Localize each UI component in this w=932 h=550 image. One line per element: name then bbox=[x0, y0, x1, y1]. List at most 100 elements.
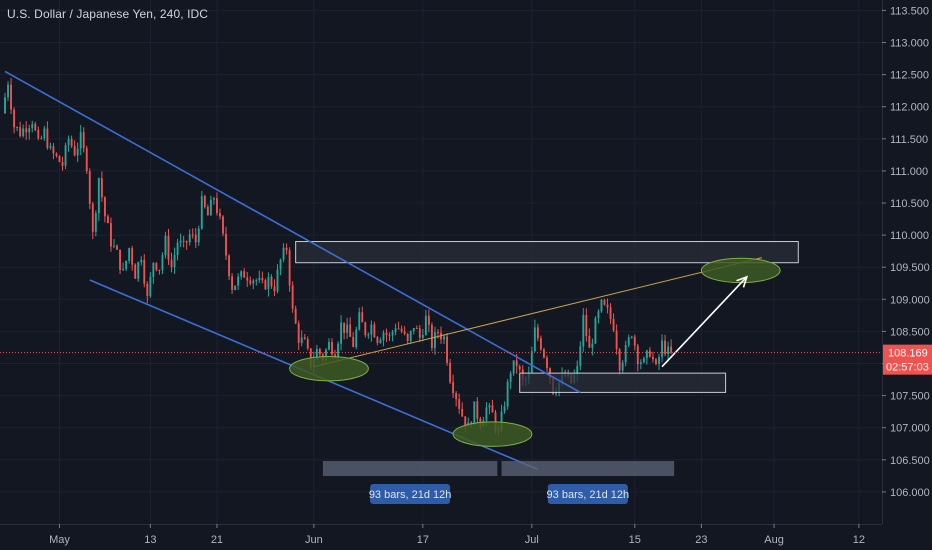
candle-body bbox=[415, 328, 418, 330]
candle bbox=[636, 343, 639, 372]
time-axis[interactable]: May 13 21 Jun 17 Jul 15 23 Aug 12 bbox=[0, 524, 932, 550]
candle-body bbox=[624, 344, 627, 363]
candle-body bbox=[49, 146, 52, 148]
candle-body bbox=[228, 255, 230, 277]
highlight-ellipse[interactable] bbox=[289, 355, 369, 382]
candle bbox=[64, 142, 67, 170]
date-range-label-bg bbox=[370, 484, 451, 504]
candle-body bbox=[76, 148, 79, 156]
candle-body bbox=[642, 358, 645, 363]
candle-body bbox=[243, 271, 246, 278]
candle bbox=[116, 244, 118, 250]
candle bbox=[167, 228, 170, 265]
price-axis-bg bbox=[882, 0, 932, 550]
rising-support-line[interactable] bbox=[313, 257, 763, 368]
candle-body bbox=[100, 178, 103, 198]
candle bbox=[652, 351, 654, 363]
candle-body bbox=[167, 235, 170, 260]
candle bbox=[164, 231, 167, 259]
candle-body bbox=[443, 336, 445, 340]
candle bbox=[22, 124, 25, 138]
price-tick-label: 110.000 bbox=[890, 230, 929, 242]
candle bbox=[400, 325, 403, 334]
candle-body bbox=[222, 216, 224, 234]
candle bbox=[506, 379, 509, 410]
candle bbox=[234, 285, 237, 291]
candle-body bbox=[113, 245, 115, 247]
candle-body bbox=[645, 350, 648, 359]
candle-body bbox=[506, 381, 509, 407]
candle bbox=[449, 358, 452, 384]
candle-body bbox=[452, 382, 455, 393]
candle bbox=[58, 155, 61, 163]
price-tick-label: 107.500 bbox=[890, 391, 930, 403]
price-axis[interactable]: 106.000106.500107.000107.500108.000108.5… bbox=[882, 0, 932, 550]
candle-body bbox=[161, 255, 164, 270]
candle bbox=[491, 399, 494, 413]
candle bbox=[343, 322, 346, 340]
candle-body bbox=[131, 248, 134, 265]
candle bbox=[385, 328, 388, 343]
candle bbox=[16, 126, 19, 132]
candle-body bbox=[315, 349, 318, 360]
candle bbox=[546, 355, 548, 372]
projection-arrow[interactable] bbox=[661, 275, 749, 368]
candle bbox=[627, 334, 630, 348]
candle-body bbox=[149, 276, 152, 296]
candle-body bbox=[125, 260, 128, 269]
candle bbox=[639, 359, 642, 370]
candle-body bbox=[355, 329, 358, 347]
candle bbox=[409, 330, 412, 345]
candle-body bbox=[594, 318, 597, 344]
candle-body bbox=[4, 97, 6, 114]
candle-body bbox=[588, 336, 591, 348]
candle bbox=[131, 245, 134, 271]
candle-body bbox=[476, 401, 479, 419]
date-range-2[interactable]: 93 bars, 21d 12h bbox=[501, 461, 675, 504]
candle bbox=[10, 77, 12, 114]
candle-body bbox=[73, 145, 76, 156]
candle-body bbox=[234, 285, 237, 290]
candle bbox=[122, 262, 125, 272]
candle-body bbox=[88, 171, 91, 204]
candle-body bbox=[491, 405, 494, 413]
candle bbox=[421, 328, 424, 342]
candle bbox=[488, 402, 491, 415]
candle-body bbox=[110, 223, 112, 247]
candle-body bbox=[261, 277, 264, 281]
candle bbox=[67, 135, 70, 152]
upper-trendline[interactable] bbox=[4, 70, 581, 394]
candle bbox=[113, 238, 115, 249]
date-range-1[interactable]: 93 bars, 21d 12h bbox=[322, 461, 498, 504]
resistance-zone[interactable] bbox=[295, 241, 799, 264]
time-axis-bg bbox=[0, 524, 932, 550]
candle bbox=[103, 196, 106, 223]
candle bbox=[603, 298, 606, 306]
price-tick-label: 109.000 bbox=[890, 294, 930, 306]
date-range-label-bg bbox=[547, 484, 628, 504]
candle bbox=[91, 201, 94, 240]
highlight-ellipse[interactable] bbox=[452, 421, 533, 447]
candle-body bbox=[119, 249, 121, 270]
candle-body bbox=[512, 360, 515, 374]
candle-body bbox=[539, 338, 542, 350]
candle bbox=[82, 127, 85, 153]
candle bbox=[461, 402, 464, 418]
candle bbox=[182, 235, 185, 248]
candle bbox=[176, 238, 179, 261]
candle bbox=[70, 135, 73, 148]
candle-body bbox=[361, 312, 364, 323]
candle-body bbox=[176, 242, 179, 255]
candle bbox=[306, 336, 309, 351]
candle bbox=[161, 252, 164, 275]
candle-body bbox=[331, 341, 333, 355]
candle bbox=[379, 337, 382, 344]
candle-body bbox=[37, 129, 40, 139]
candle bbox=[361, 306, 364, 323]
candle bbox=[630, 335, 633, 339]
candle-body bbox=[633, 336, 636, 346]
candle bbox=[443, 333, 445, 345]
time-tick-label: 23 bbox=[695, 534, 707, 546]
